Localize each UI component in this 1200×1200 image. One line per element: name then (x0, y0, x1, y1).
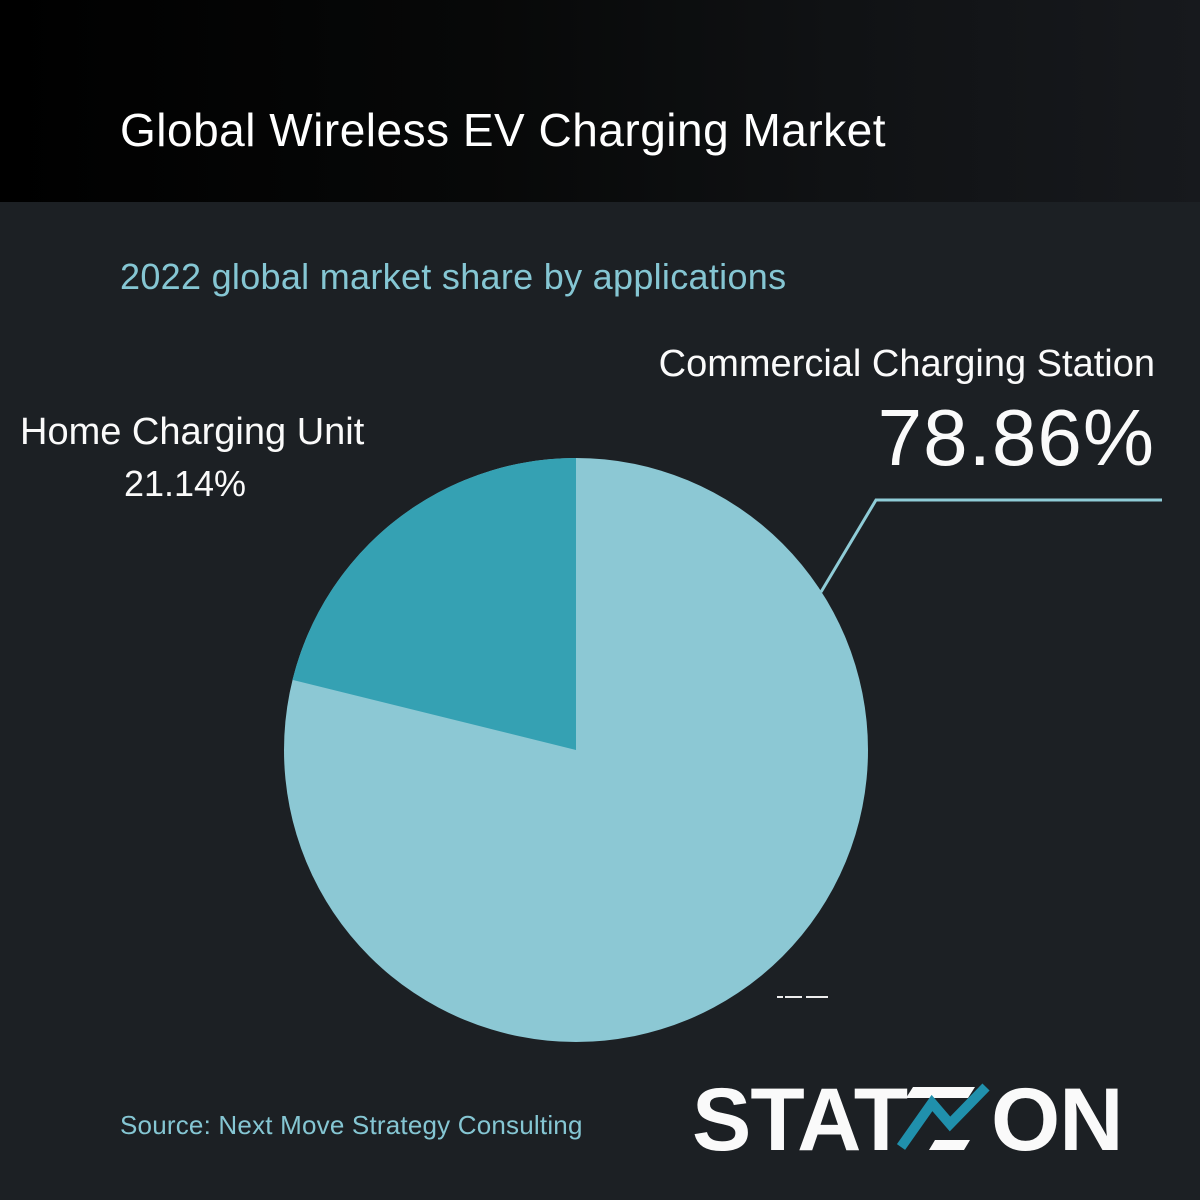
pie-slice-home (292, 458, 576, 750)
leader-line-commercial (819, 498, 1162, 593)
watermark-dash (785, 996, 802, 998)
slice-label-commercial-name: Commercial Charging Station (658, 343, 1155, 385)
logo-z-top-bar (906, 1087, 975, 1098)
slice-label-home: Home Charging Unit 21.14% (20, 411, 365, 504)
logo-zigzag-icon (896, 1083, 990, 1150)
pie-slices-group (284, 458, 868, 1042)
source-text: Source: Next Move Strategy Consulting (120, 1110, 583, 1140)
chart-subtitle: 2022 global market share by applications (120, 256, 787, 297)
logo-text-stat: STAT (692, 1069, 908, 1160)
logo-text-on: ON (991, 1069, 1123, 1160)
slice-label-home-name: Home Charging Unit (20, 411, 365, 453)
slice-label-home-value: 21.14% (123, 462, 247, 504)
slice-label-commercial: Commercial Charging Station 78.86% (658, 343, 1155, 482)
header-band (0, 0, 1200, 202)
page-title: Global Wireless EV Charging Market (120, 103, 887, 156)
logo-z-trendline (896, 1083, 990, 1150)
watermark-dash (777, 996, 783, 998)
statzon-logo-svg: STAT ON (692, 1069, 1124, 1169)
slice-label-commercial-value: 78.86% (877, 392, 1155, 482)
logo-z-bottom-bar (929, 1140, 970, 1150)
watermark-dash (806, 996, 828, 998)
statzon-logo: STAT ON (678, 1065, 1128, 1169)
